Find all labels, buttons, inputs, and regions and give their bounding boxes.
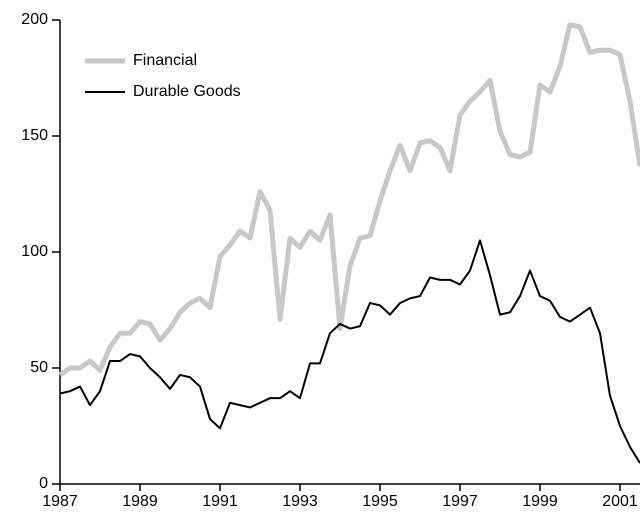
legend-label: Durable Goods: [133, 83, 241, 100]
x-tick-label: 1993: [282, 493, 318, 510]
data-line: [59, 239, 640, 464]
x-tick-label: 1995: [362, 493, 398, 510]
x-tick-label: 1989: [122, 493, 158, 510]
y-tick-label: 200: [21, 11, 48, 28]
x-tick-label: 1999: [522, 493, 558, 510]
x-tick-label: 1997: [442, 493, 478, 510]
x-tick-label: 1987: [42, 493, 78, 510]
x-tick-label: 2001: [602, 493, 638, 510]
y-tick-label: 150: [21, 127, 48, 144]
y-tick-label: 100: [21, 243, 48, 260]
x-tick-label: 1991: [202, 493, 238, 510]
legend-label: Financial: [133, 52, 197, 69]
y-tick-label: 50: [30, 359, 48, 376]
data-line: [58, 22, 640, 378]
y-tick-label: 0: [39, 475, 48, 492]
